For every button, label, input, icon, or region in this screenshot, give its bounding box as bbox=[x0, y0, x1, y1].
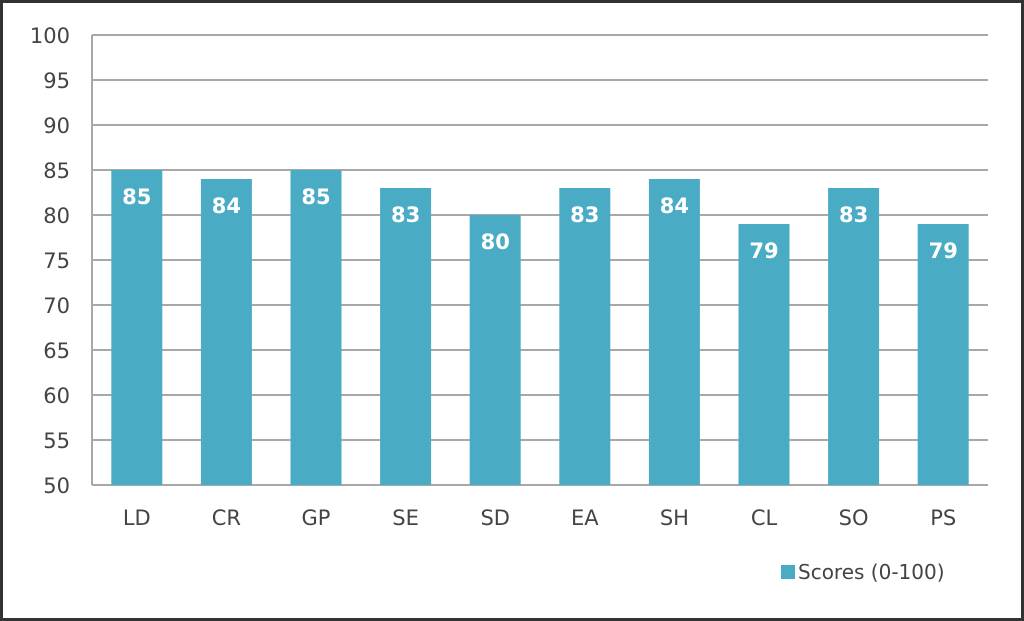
x-tick-label: CR bbox=[212, 506, 241, 530]
data-label: 83 bbox=[391, 203, 420, 227]
data-label: 84 bbox=[212, 194, 241, 218]
data-label: 83 bbox=[839, 203, 868, 227]
x-tick-label: SO bbox=[839, 506, 869, 530]
bar-cl bbox=[738, 224, 790, 485]
y-tick-label: 95 bbox=[43, 69, 70, 93]
y-tick-label: 90 bbox=[43, 114, 70, 138]
y-tick-label: 75 bbox=[43, 249, 70, 273]
bar-ps bbox=[917, 224, 969, 485]
data-label: 80 bbox=[481, 230, 510, 254]
x-tick-label: SE bbox=[392, 506, 419, 530]
bar-ea bbox=[559, 188, 611, 485]
bar-se bbox=[380, 188, 432, 485]
data-label: 79 bbox=[929, 239, 958, 263]
legend-swatch bbox=[781, 565, 795, 579]
x-tick-label: SD bbox=[480, 506, 510, 530]
bar-ld bbox=[111, 170, 163, 485]
x-tick-label: LD bbox=[123, 506, 151, 530]
y-tick-label: 60 bbox=[43, 384, 70, 408]
y-tick-label: 65 bbox=[43, 339, 70, 363]
data-label: 84 bbox=[660, 194, 689, 218]
y-tick-label: 70 bbox=[43, 294, 70, 318]
y-tick-label: 55 bbox=[43, 429, 70, 453]
data-label: 79 bbox=[749, 239, 778, 263]
x-tick-label: CL bbox=[751, 506, 778, 530]
y-tick-label: 50 bbox=[43, 474, 70, 498]
data-label: 85 bbox=[122, 185, 151, 209]
bar-sh bbox=[648, 179, 700, 485]
y-tick-label: 80 bbox=[43, 204, 70, 228]
legend-label: Scores (0-100) bbox=[798, 560, 945, 584]
bar-so bbox=[828, 188, 880, 485]
x-tick-label: PS bbox=[930, 506, 956, 530]
data-label: 83 bbox=[570, 203, 599, 227]
data-label: 85 bbox=[301, 185, 330, 209]
y-tick-label: 85 bbox=[43, 159, 70, 183]
bar-gp bbox=[290, 170, 342, 485]
y-tick-label: 100 bbox=[30, 24, 70, 48]
x-tick-label: EA bbox=[571, 506, 599, 530]
x-tick-label: SH bbox=[660, 506, 689, 530]
x-tick-label: GP bbox=[302, 506, 331, 530]
bar-cr bbox=[200, 179, 252, 485]
bar-sd bbox=[469, 215, 521, 485]
